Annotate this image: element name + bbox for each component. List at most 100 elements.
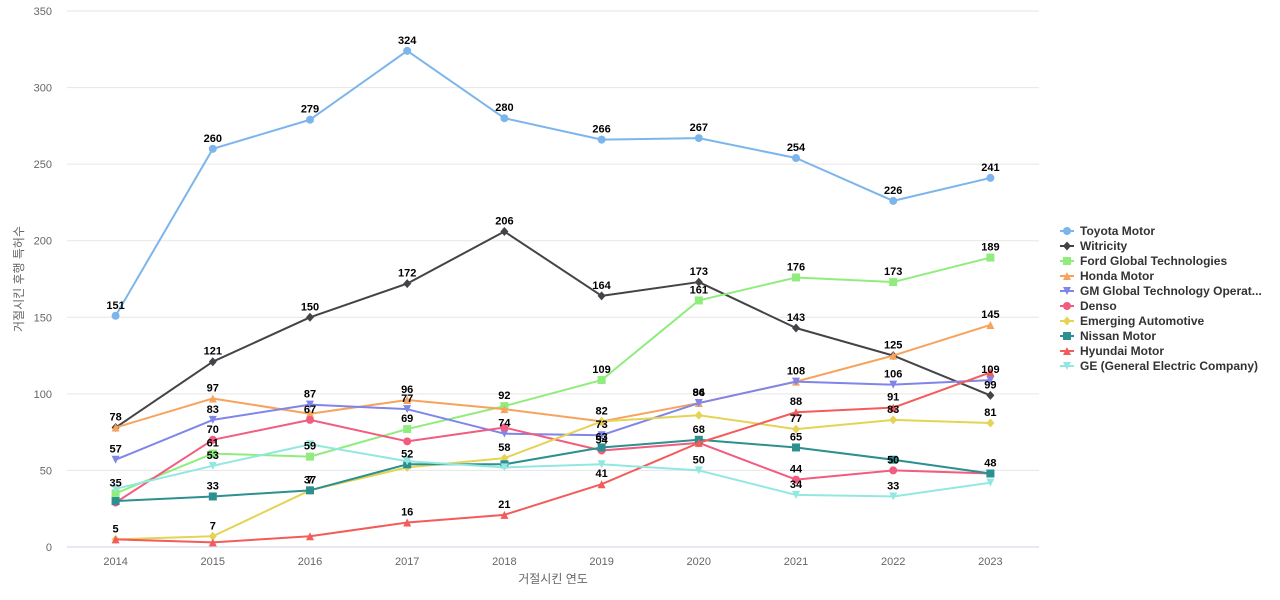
legend-marker[interactable] <box>1063 362 1071 370</box>
data-point[interactable] <box>208 449 217 458</box>
data-point[interactable] <box>208 435 217 444</box>
data-point[interactable] <box>889 492 898 501</box>
legend-marker[interactable] <box>1063 227 1071 235</box>
legend-item[interactable]: Witricity <box>1060 239 1128 253</box>
series-line[interactable] <box>114 443 992 498</box>
data-point[interactable] <box>694 438 703 447</box>
data-point[interactable] <box>694 399 703 408</box>
data-point[interactable] <box>694 466 703 475</box>
legend-marker[interactable] <box>1063 316 1071 326</box>
data-point[interactable] <box>403 437 412 446</box>
data-point[interactable] <box>500 114 509 123</box>
data-point[interactable] <box>986 478 995 487</box>
legend-item[interactable]: Emerging Automotive <box>1060 314 1205 328</box>
data-point[interactable] <box>792 154 800 163</box>
legend-item[interactable]: GE (General Electric Company) <box>1060 359 1258 373</box>
data-point[interactable] <box>889 196 898 205</box>
data-point[interactable] <box>500 429 509 438</box>
data-point[interactable] <box>597 460 606 469</box>
legend-item[interactable]: GM Global Technology Operat... <box>1060 284 1262 298</box>
data-point[interactable] <box>792 408 800 417</box>
data-point[interactable] <box>208 538 217 547</box>
data-point[interactable] <box>500 227 509 237</box>
data-point[interactable] <box>208 531 217 541</box>
data-point[interactable] <box>208 394 217 403</box>
data-point[interactable] <box>403 457 412 466</box>
data-point[interactable] <box>111 497 120 506</box>
data-point[interactable] <box>208 461 217 470</box>
data-point[interactable] <box>306 452 314 461</box>
data-point[interactable] <box>306 400 314 409</box>
legend-marker[interactable] <box>1063 302 1071 310</box>
data-point[interactable] <box>694 134 703 143</box>
data-point[interactable] <box>111 489 120 498</box>
series-line[interactable] <box>114 323 992 429</box>
data-point[interactable] <box>986 469 995 478</box>
data-point[interactable] <box>306 409 314 418</box>
data-point[interactable] <box>792 273 800 282</box>
data-point[interactable] <box>694 277 703 287</box>
data-point[interactable] <box>792 323 800 333</box>
series-line[interactable] <box>114 418 992 504</box>
data-point[interactable] <box>500 405 509 414</box>
data-point[interactable] <box>986 418 995 428</box>
legend-marker[interactable] <box>1063 272 1071 280</box>
data-point[interactable] <box>403 518 412 527</box>
data-point[interactable] <box>208 492 217 501</box>
data-point[interactable] <box>403 46 412 55</box>
data-point[interactable] <box>889 466 898 475</box>
legend-item[interactable]: Honda Motor <box>1060 269 1154 283</box>
data-point[interactable] <box>403 279 412 289</box>
data-point[interactable] <box>597 376 606 385</box>
series-line[interactable] <box>114 414 992 541</box>
data-point[interactable] <box>111 455 120 464</box>
data-point[interactable] <box>694 410 703 420</box>
legend-item[interactable]: Ford Global Technologies <box>1060 254 1227 268</box>
data-point[interactable] <box>111 423 120 432</box>
series-line[interactable] <box>114 379 992 461</box>
legend-item[interactable]: Nissan Motor <box>1060 329 1156 343</box>
data-point[interactable] <box>500 423 509 432</box>
data-point[interactable] <box>111 311 120 320</box>
data-point[interactable] <box>694 296 703 305</box>
legend-marker[interactable] <box>1063 287 1071 295</box>
series-line[interactable] <box>114 230 992 429</box>
data-point[interactable] <box>889 380 898 389</box>
data-point[interactable] <box>792 424 800 434</box>
data-point[interactable] <box>306 312 314 322</box>
series-line[interactable] <box>114 371 992 544</box>
data-point[interactable] <box>597 416 606 426</box>
series-line[interactable] <box>114 49 992 317</box>
legend-item[interactable]: Hyundai Motor <box>1060 344 1164 358</box>
data-point[interactable] <box>889 351 898 360</box>
data-point[interactable] <box>986 390 995 400</box>
data-point[interactable] <box>792 490 800 499</box>
data-point[interactable] <box>597 480 606 489</box>
legend-item[interactable]: Toyota Motor <box>1060 224 1155 238</box>
data-point[interactable] <box>986 320 995 329</box>
data-point[interactable] <box>792 377 800 386</box>
legend-marker[interactable] <box>1063 332 1071 340</box>
legend-marker[interactable] <box>1063 257 1071 265</box>
legend-marker[interactable] <box>1063 347 1071 355</box>
data-point[interactable] <box>403 395 412 404</box>
data-point[interactable] <box>306 532 314 541</box>
data-point[interactable] <box>403 425 412 434</box>
data-point[interactable] <box>986 368 995 377</box>
data-point[interactable] <box>306 440 314 449</box>
data-point[interactable] <box>111 484 120 493</box>
legend-item[interactable]: Denso <box>1060 299 1117 313</box>
data-point[interactable] <box>306 486 314 495</box>
data-point[interactable] <box>597 135 606 144</box>
data-point[interactable] <box>208 357 217 367</box>
data-point[interactable] <box>403 405 412 414</box>
data-point[interactable] <box>306 415 314 424</box>
data-point[interactable] <box>306 115 314 124</box>
data-point[interactable] <box>889 403 898 412</box>
data-point[interactable] <box>500 510 509 519</box>
series-line[interactable] <box>114 438 992 503</box>
data-point[interactable] <box>889 415 898 425</box>
data-point[interactable] <box>792 475 800 484</box>
data-point[interactable] <box>986 253 995 262</box>
data-point[interactable] <box>986 173 995 182</box>
